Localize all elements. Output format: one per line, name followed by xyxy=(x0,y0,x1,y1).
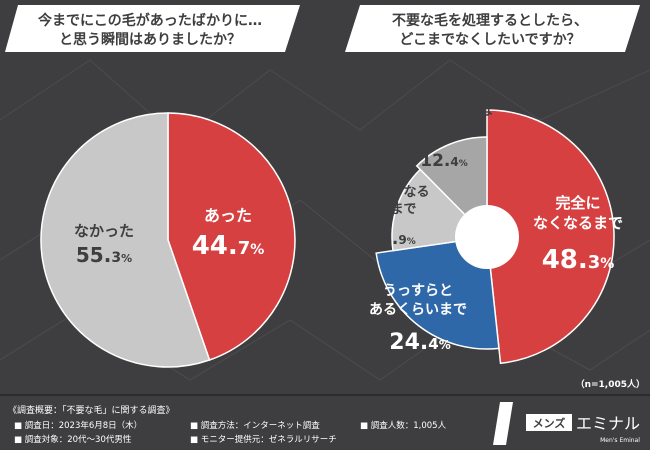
header-right: 不要な毛を処理するとしたら、 どこまでなくしたいですか？ xyxy=(345,5,640,52)
header-right-line1: 不要な毛を処理するとしたら、 xyxy=(392,12,588,29)
pie-value-nakatta: 55.3% xyxy=(76,243,132,267)
donut-label-kanzen-line1: 完全に xyxy=(555,194,600,212)
survey-date: ■ 調査日：2023年6月8日（木） xyxy=(14,420,142,431)
pie-label-atta-line1: あった xyxy=(204,206,252,225)
pie-value-atta: 44.7% xyxy=(192,231,265,261)
header-left-line1: 今までにこの毛があったばかりに… xyxy=(37,12,262,29)
donut-label-medatanai-line2: くらいまで xyxy=(351,202,416,217)
survey-summary-title: 《調査概要：「不要な毛」に関する調査》 xyxy=(8,404,175,416)
donut-slice-ussura xyxy=(375,236,500,350)
header-left: 今までにこの毛があったばかりに… と思う瞬間はありましたか？ xyxy=(5,5,300,52)
survey-provider: ■ モニター提供元：ゼネラルリサーチ xyxy=(190,434,337,445)
donut-label-ussura-line1: うっすらと xyxy=(383,283,453,299)
donut-value-medatanai: 14.9% xyxy=(368,229,416,249)
sample-size-note: （n=1,005人） xyxy=(576,378,645,390)
pie-label-nakatta-line1: なかった xyxy=(74,222,134,240)
donut-label-medatanai-line1: 目立たなくなる xyxy=(338,184,429,200)
donut-label-kanzen-line2: なくなるまで xyxy=(533,214,623,232)
survey-target: ■ 調査対象：20代～30代男性 xyxy=(14,434,132,445)
donut-label-ussura-line2: あるくらいまで xyxy=(369,302,467,318)
pie-slice-atta xyxy=(167,112,296,361)
logo-box xyxy=(526,414,572,431)
logo-main-text: エミナル xyxy=(576,414,640,433)
logo-sub-text: Men's Eminal xyxy=(600,437,640,444)
donut-value-ussura: 24.4% xyxy=(389,330,450,355)
survey-method: ■ 調査方法：インターネット調査 xyxy=(190,420,320,431)
donut-value-kanzen: 48.3% xyxy=(542,245,615,275)
donut-label-nakushitai-line1: なくしたいとは xyxy=(401,104,492,119)
header-right-line2: どこまでなくしたいですか？ xyxy=(399,32,580,48)
left-pie-chart: あった 44.7% なかった 55.3% xyxy=(40,112,296,368)
brand-logo: メンズ エミナル Men's Eminal xyxy=(493,402,640,445)
header-right-banner xyxy=(345,5,640,52)
survey-count: ■ 調査人数：1,005人 xyxy=(360,420,447,431)
donut-label-nakushitai-line2: 思わない xyxy=(421,121,473,136)
header-left-line2: と思う瞬間はありましたか？ xyxy=(59,31,241,48)
logo-mark-slash xyxy=(506,402,522,445)
logo-box-text: メンズ xyxy=(533,416,566,430)
pie-slice-nakatta xyxy=(40,112,211,368)
donut-hole xyxy=(455,205,519,269)
donut-value-nakushitai: 12.4% xyxy=(420,151,468,171)
survey-summary: 《調査概要：「不要な毛」に関する調査》 ■ 調査日：2023年6月8日（木） ■… xyxy=(8,404,447,445)
donut-slice-kanzen xyxy=(486,109,615,365)
header-left-banner xyxy=(5,5,300,52)
